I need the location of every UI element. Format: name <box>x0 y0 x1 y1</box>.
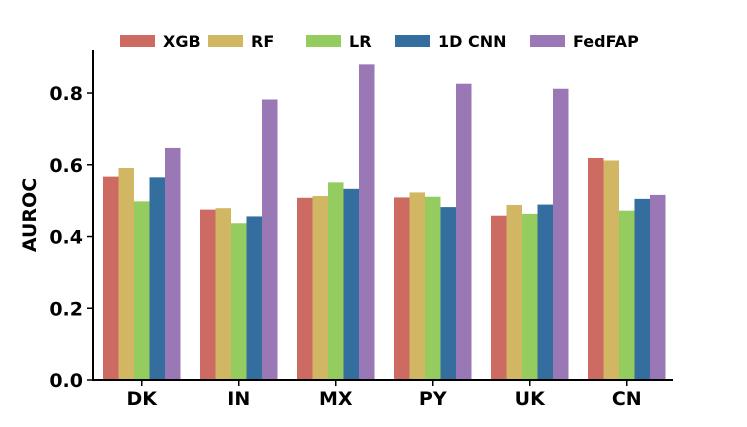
bars <box>103 64 666 380</box>
y-tick-label: 0.6 <box>49 155 83 177</box>
bar-xgb-cn <box>588 157 604 380</box>
bar-rf-dk <box>118 168 134 380</box>
bar-lr-in <box>231 223 247 380</box>
legend-swatch-xgb <box>120 35 155 47</box>
bar-fedfap-mx <box>359 64 375 380</box>
bar-fedfap-dk <box>165 147 181 380</box>
legend: XGB RF LR 1D CNN FedFAP <box>120 32 639 51</box>
legend-label-rf: RF <box>251 32 274 51</box>
legend-label-fedfap: FedFAP <box>573 32 639 51</box>
bar-1d-cnn-cn <box>634 198 650 380</box>
x-tick-label-dk: DK <box>127 388 159 410</box>
bar-1d-cnn-in <box>246 216 262 380</box>
y-tick-label: 0.0 <box>49 370 83 392</box>
x-ticks: DK IN MX PY UK CN <box>127 380 642 410</box>
legend-swatch-lr <box>306 35 341 47</box>
bar-lr-py <box>425 196 441 380</box>
bar-lr-uk <box>522 213 538 380</box>
y-tick-label: 0.8 <box>49 83 83 105</box>
bar-rf-uk <box>506 204 522 380</box>
bar-xgb-dk <box>103 176 119 380</box>
y-tick-label: 0.2 <box>49 298 83 320</box>
bar-rf-cn <box>603 160 619 380</box>
bar-xgb-mx <box>297 197 313 380</box>
x-tick-label-uk: UK <box>515 388 546 410</box>
bar-xgb-py <box>394 197 410 380</box>
bar-lr-mx <box>328 182 344 380</box>
bar-xgb-uk <box>491 215 507 380</box>
bar-1d-cnn-uk <box>537 204 553 380</box>
bar-xgb-in <box>200 209 216 380</box>
bar-fedfap-py <box>456 83 472 380</box>
y-tick-label: 0.4 <box>49 227 83 249</box>
legend-label-lr: LR <box>349 32 372 51</box>
bar-lr-dk <box>134 201 150 380</box>
legend-label-xgb: XGB <box>163 32 201 51</box>
bar-rf-mx <box>312 195 328 380</box>
legend-swatch-1d-cnn <box>395 35 430 47</box>
x-tick-label-cn: CN <box>612 388 642 410</box>
bar-1d-cnn-mx <box>343 188 359 380</box>
bar-1d-cnn-py <box>440 207 456 380</box>
bar-1d-cnn-dk <box>149 177 165 380</box>
bar-fedfap-uk <box>553 88 569 380</box>
axes <box>92 50 673 381</box>
legend-label-1d-cnn: 1D CNN <box>438 32 507 51</box>
legend-swatch-fedfap <box>530 35 565 47</box>
y-ticks: 0.0 0.2 0.4 0.6 0.8 <box>49 83 93 392</box>
bar-rf-in <box>215 208 231 380</box>
bar-fedfap-in <box>262 99 278 380</box>
legend-swatch-rf <box>208 35 243 47</box>
x-tick-label-mx: MX <box>319 388 353 410</box>
y-axis-title: AUROC <box>19 178 41 252</box>
x-tick-label-in: IN <box>227 388 250 410</box>
bar-fedfap-cn <box>650 194 666 380</box>
x-tick-label-py: PY <box>419 388 447 410</box>
bar-lr-cn <box>619 210 635 380</box>
bar-rf-py <box>409 192 425 380</box>
